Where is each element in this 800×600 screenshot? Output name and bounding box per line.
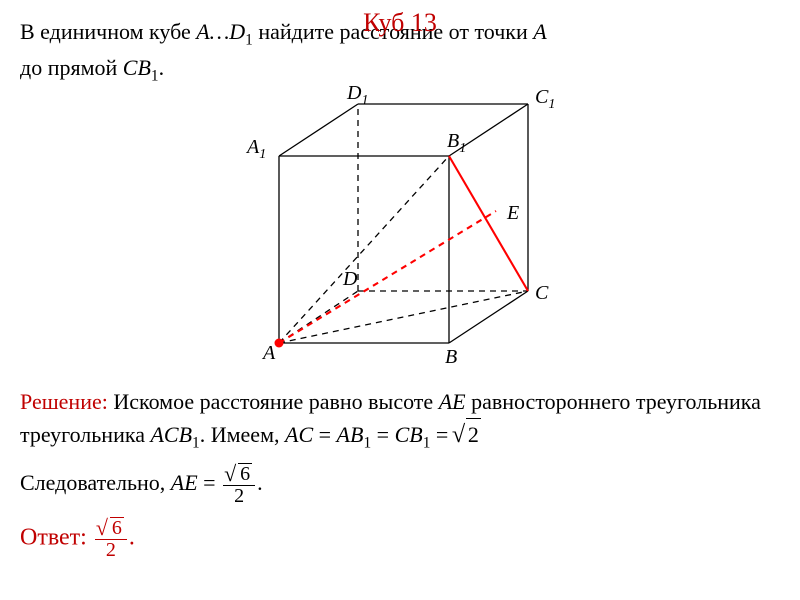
- label-A1: A1: [245, 136, 266, 162]
- rad-6-sol: 6: [238, 463, 252, 485]
- rad-2: 2: [466, 418, 481, 451]
- rad-6-ans: 6: [110, 517, 124, 539]
- sqrt-6-sol: 6: [226, 463, 252, 485]
- solution-text-2b: треугольника: [20, 422, 150, 447]
- ans-period: .: [129, 525, 135, 551]
- ae-2: AE: [171, 470, 198, 495]
- label-A: A: [261, 342, 276, 364]
- eq-ab1-sub: 1: [363, 435, 371, 452]
- frac-ans: 6 2: [95, 517, 127, 561]
- frac-sol: 6 2: [223, 463, 255, 507]
- diagram-container: A B C D A1 B1 C1 D1 E: [20, 81, 780, 382]
- sqrt-2: 2: [454, 418, 481, 451]
- solution-text-2: равностороннего треугольника: [466, 389, 761, 414]
- solution-label: Решение:: [20, 389, 108, 414]
- solution-block: Решение: Искомое расстояние равно высоте…: [20, 386, 780, 507]
- problem-period: .: [159, 55, 165, 80]
- eq-eq1: =: [313, 422, 336, 447]
- label-E: E: [506, 202, 519, 224]
- solution-text-1: Искомое расстояние равно высоте: [108, 389, 439, 414]
- den-ans: 2: [95, 540, 127, 561]
- sqrt-6-ans: 6: [98, 517, 124, 539]
- seg-ae: AE: [439, 389, 466, 414]
- label-C1: C1: [535, 86, 555, 112]
- eq-ab1: AB: [337, 422, 364, 447]
- sub-2: 1: [151, 67, 159, 84]
- den-sol: 2: [223, 486, 255, 507]
- tri-sub: 1: [192, 435, 200, 452]
- cube-diagram: A B C D A1 B1 C1 D1 E: [195, 81, 605, 376]
- solution-line2-pre: Следовательно,: [20, 470, 171, 495]
- eq-ac: AC: [285, 422, 313, 447]
- label-B: B: [445, 346, 457, 368]
- label-B1: B1: [447, 130, 466, 156]
- slide-title: Куб 13: [0, 8, 800, 38]
- answer-block: Ответ: 6 2 .: [20, 517, 780, 561]
- line-cb1: CB: [123, 55, 151, 80]
- eq-eq4: =: [198, 470, 221, 495]
- solution-text-3: . Имеем,: [200, 422, 285, 447]
- triangle-acb1: ACB: [150, 422, 192, 447]
- answer-label: Ответ:: [20, 525, 87, 551]
- label-D: D: [342, 268, 358, 290]
- eq-eq3: =: [430, 422, 453, 447]
- eq-eq2: =: [371, 422, 394, 447]
- eq-cb1: CB: [395, 422, 423, 447]
- sol-final-period: .: [257, 470, 263, 495]
- problem-text-3: до прямой: [20, 55, 123, 80]
- label-C: C: [535, 282, 549, 304]
